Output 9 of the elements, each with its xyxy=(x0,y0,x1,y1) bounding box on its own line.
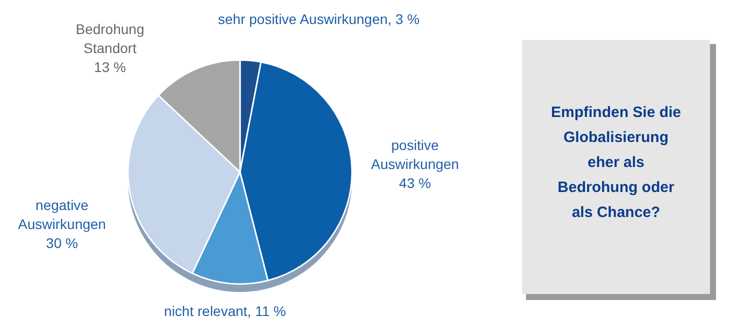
slice-label: nicht relevant, 11 % xyxy=(164,303,286,319)
slice-label: Bedrohung Standort xyxy=(76,21,144,56)
data-label: 30 % xyxy=(46,235,78,251)
data-label: 43 % xyxy=(399,175,431,191)
data-label: 13 % xyxy=(94,59,126,75)
slice-label: positive Auswirkungen xyxy=(371,137,459,172)
slice-label: negative Auswirkungen xyxy=(18,197,106,232)
slice-label: sehr positive Auswirkungen, 3 % xyxy=(218,11,420,27)
text: Empfinden Sie die Globalisierung eher als Bedrohung oder als Chance? xyxy=(550,104,682,221)
